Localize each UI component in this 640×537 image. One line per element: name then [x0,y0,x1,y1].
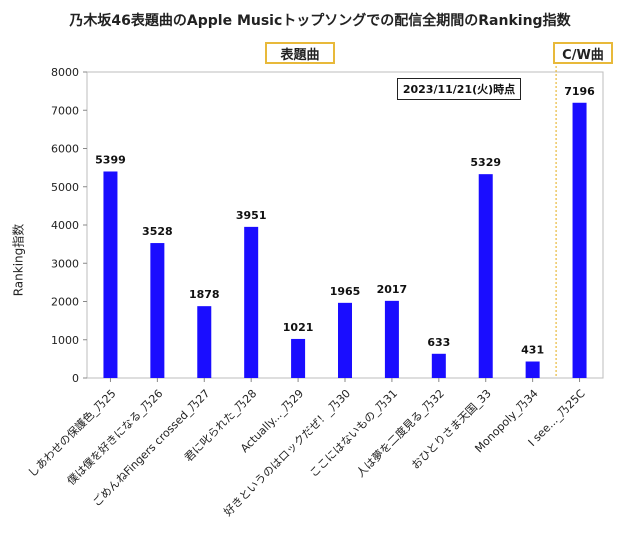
chart-title: 乃木坂46表題曲のApple Musicトップソングでの配信全期間のRankin… [69,13,571,29]
x-tick-label-9: おひとりさま天国_33 [409,387,494,472]
x-tick-label-7: ここにはないもの_乃31 [307,387,400,480]
bar-4 [244,226,259,378]
data-label-3: 1878 [189,288,220,301]
data-label-2: 3528 [142,225,173,238]
y-axis-label-text: Ranking指数 [11,223,26,297]
x-tick-label-1: しあわせの保護色_乃25 [25,386,119,480]
y-tick-label: 6000 [51,143,79,156]
bar-2 [150,243,165,378]
group-label-main: 表題曲 [265,42,335,64]
y-tick-label: 5000 [51,181,79,194]
data-label-4: 3951 [236,209,267,222]
bar-1 [103,171,118,378]
bar-10 [525,361,540,378]
x-tick-label-4: 君に叱られた_乃28 [182,387,259,464]
bar-8 [431,353,446,378]
y-axis-label: Ranking指数 [8,224,28,297]
bar-7 [384,300,399,378]
x-tick-label-8: 人は夢を二度見る_乃32 [353,386,447,480]
y-tick-label: 4000 [51,219,79,232]
y-tick-label: 3000 [51,257,79,270]
data-label-5: 1021 [283,321,314,334]
x-tick-label-6: 好きというのはロックだぜ！_乃30 [221,386,354,519]
group-label-cw: C/W曲 [553,42,613,64]
data-label-7: 2017 [377,283,408,296]
y-tick-label: 7000 [51,104,79,117]
bar-5 [291,338,306,378]
bar-11 [572,102,587,379]
data-label-10: 431 [521,344,544,357]
data-label-11: 7196 [564,85,595,98]
y-tick-label: 0 [72,372,79,385]
data-label-8: 633 [427,336,450,349]
bar-3 [197,306,212,378]
x-tick-label-5: Actually..._乃29 [238,387,306,455]
bars-group [103,102,587,379]
y-tick-label: 1000 [51,334,79,347]
bar-6 [338,302,352,378]
x-tick-label-3: ごめんねFingers crossed_乃27 [89,386,212,509]
x-tick-label-11: I see..._乃25C [526,387,588,449]
y-tick-label: 2000 [51,296,79,309]
x-tick-label-10: Monopoly_乃34 [472,387,540,455]
data-label-6: 1965 [330,285,361,298]
data-label-1: 5399 [95,153,126,166]
plot-frame [86,71,604,379]
x-tick-label-2: 僕は僕を好きになる_乃26 [64,386,165,487]
y-tick-label: 8000 [51,66,79,79]
bar-9 [478,174,493,378]
plot-area [86,62,604,379]
date-note: 2023/11/21(火)時点 [397,78,521,100]
axes-group: 0 1000 2000 3000 4000 5000 6000 7000 8000 しあわせの保護… [25,66,588,519]
data-label-9: 5329 [470,156,501,169]
data-labels-group: 5399 3528 1878 3951 1021 1965 2017 633 5329 431 71… [95,85,595,357]
